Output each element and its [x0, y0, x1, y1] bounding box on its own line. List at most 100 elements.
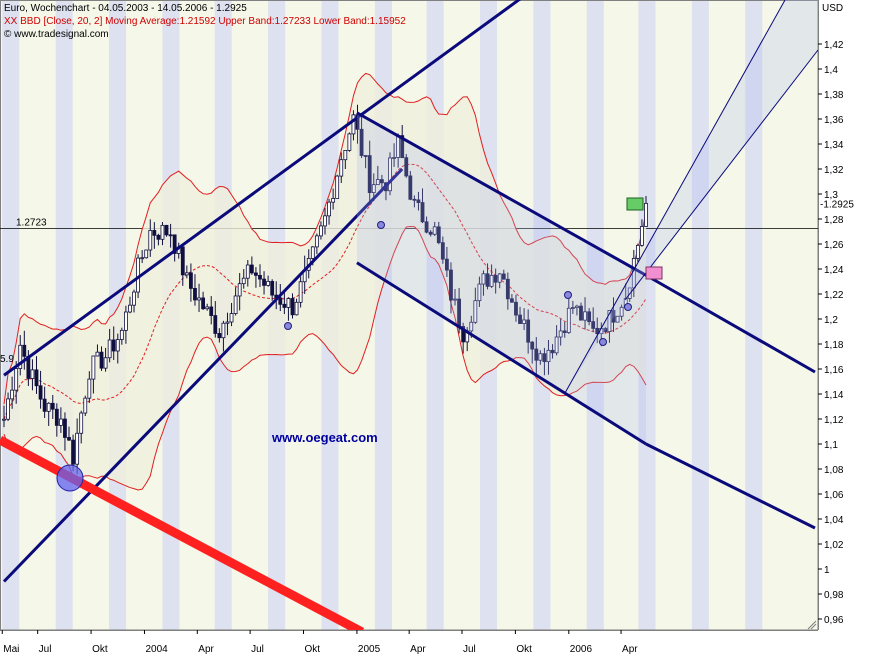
candle-body	[83, 397, 88, 414]
x-tick-label: 2006	[570, 644, 593, 655]
candle-body	[205, 306, 210, 310]
y-tick-label: 1	[824, 565, 830, 576]
y-tick-label: 1,36	[824, 115, 844, 126]
candle-body	[591, 321, 596, 329]
descending-channel-upper-ext	[645, 273, 816, 374]
candle-body	[550, 349, 555, 354]
candle-body	[408, 175, 413, 200]
candle-body	[87, 378, 92, 399]
candle-body	[575, 305, 579, 308]
y-tick-label: 1,02	[824, 540, 844, 551]
candle-body	[477, 283, 482, 302]
month-stripe	[2, 0, 20, 630]
x-tick-label: Apr	[198, 644, 214, 655]
candle-body	[213, 315, 218, 334]
candle-body	[412, 198, 417, 201]
candle-body	[379, 179, 384, 184]
pivot-dot	[284, 322, 292, 330]
candle-body	[461, 326, 466, 343]
candle-body	[481, 273, 486, 285]
candle-body	[71, 439, 75, 465]
upper-band	[3, 72, 647, 405]
candle-body	[363, 155, 368, 157]
candle-body	[538, 353, 543, 361]
y-tick-label: 1,18	[824, 340, 844, 351]
month-stripe	[745, 0, 763, 630]
candle-body	[278, 297, 283, 305]
x-tick-label: Jul	[463, 644, 476, 655]
candle-body	[640, 226, 644, 246]
candle-body	[156, 234, 161, 240]
y-tick-label: 1,1	[824, 440, 838, 451]
candle-body	[444, 258, 449, 271]
y-tick-label: 0,96	[824, 615, 844, 626]
candle-body	[510, 298, 514, 303]
chart-title: Euro, Wochenchart - 04.05.2003 - 14.05.2…	[4, 3, 247, 14]
candle-body	[95, 351, 100, 357]
rising-channel-upper	[3, 0, 522, 377]
candle-body	[347, 133, 352, 151]
pivot-dot	[624, 303, 632, 311]
candle-body	[262, 278, 266, 286]
axis-background	[818, 0, 869, 656]
candle-body	[453, 298, 457, 301]
candle-body	[193, 288, 197, 301]
pink-box-marker	[645, 266, 663, 280]
candle-body	[522, 319, 527, 324]
x-tick-label: Apr	[622, 644, 638, 655]
month-stripe	[691, 0, 709, 630]
candle-body	[42, 398, 47, 412]
candle-body	[128, 304, 132, 313]
resize-grip-icon	[807, 620, 817, 630]
candle-body	[570, 307, 575, 309]
candle-body	[233, 295, 238, 314]
candle-body	[119, 329, 124, 340]
pivot-dot	[599, 338, 607, 346]
green-box-marker	[626, 197, 644, 211]
xaxis-background	[0, 630, 869, 656]
y-tick-label: 1,34	[824, 140, 844, 151]
y-tick-label: 1,28	[824, 215, 844, 226]
candle-body	[440, 242, 445, 260]
candle-body	[54, 408, 59, 426]
trend-lines	[0, 0, 819, 636]
x-tick-label: Okt	[516, 644, 532, 655]
candle-body	[526, 319, 531, 343]
candle-body	[298, 281, 303, 303]
descending-channel-lower	[356, 261, 647, 446]
candle-body	[201, 297, 206, 310]
candle-body	[428, 231, 433, 235]
candle-body	[388, 157, 392, 192]
candle-body	[148, 230, 153, 251]
lower-band	[3, 225, 647, 491]
candle-body	[514, 301, 518, 316]
candle-body	[221, 322, 226, 339]
candle-body	[566, 307, 571, 333]
candle-body	[164, 224, 169, 236]
candle-body	[229, 313, 234, 323]
x-tick-label: Apr	[410, 644, 426, 655]
y-tick-label: 1,26	[824, 240, 844, 251]
reference-line-label: 1.2723	[16, 218, 47, 229]
y-tick-label: 1,38	[824, 90, 844, 101]
candle-body	[103, 357, 108, 369]
y-tick-label: 1,2	[824, 315, 838, 326]
candle-body	[34, 369, 39, 387]
candle-body	[197, 297, 201, 301]
new-channel-upper	[564, 0, 786, 394]
candle-body	[189, 272, 193, 289]
last-price-label: -1.2925	[820, 199, 854, 210]
candle-body	[644, 202, 648, 227]
descending-channel-upper	[356, 111, 647, 277]
candle-body	[91, 355, 96, 380]
candle-body	[505, 278, 510, 300]
y-tick-label: 1,08	[824, 465, 844, 476]
candle-body	[371, 184, 376, 193]
candle-body	[615, 315, 620, 323]
candle-body	[611, 310, 616, 323]
candle-body	[254, 272, 258, 276]
candle-body	[30, 369, 35, 379]
candle-body	[619, 306, 624, 317]
candle-body	[237, 283, 242, 297]
candle-body	[343, 150, 348, 161]
